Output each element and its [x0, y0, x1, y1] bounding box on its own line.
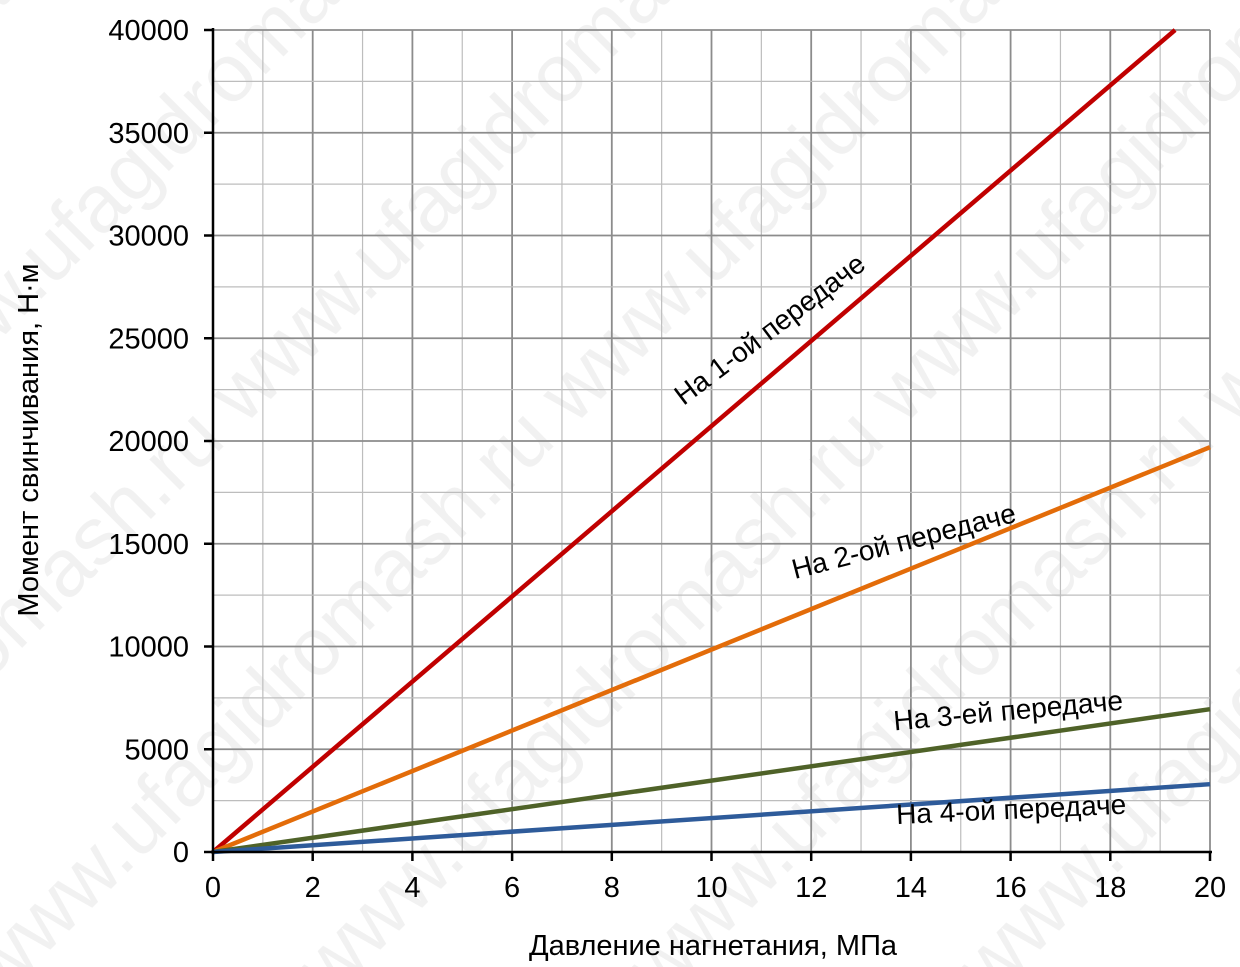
x-tick-label: 16	[994, 872, 1026, 904]
y-tick-label: 40000	[108, 15, 189, 47]
series-line-3	[212, 706, 1211, 855]
series-layer	[211, 28, 1211, 855]
axes	[204, 28, 1212, 861]
x-tick-label: 0	[205, 872, 221, 904]
series-line-2	[212, 445, 1211, 855]
x-tick-label: 18	[1094, 872, 1126, 904]
y-tick-label: 20000	[108, 426, 189, 458]
y-tick-label: 25000	[108, 323, 189, 355]
x-tick-label: 6	[504, 872, 520, 904]
x-tick-label: 14	[895, 872, 927, 904]
x-tick-label: 12	[795, 872, 827, 904]
series-line-1	[211, 28, 1177, 854]
y-tick-label: 10000	[108, 632, 189, 664]
y-tick-label: 35000	[108, 118, 189, 150]
x-tick-label: 20	[1194, 872, 1226, 904]
x-axis-label: Давление нагнетания, МПа	[529, 930, 898, 962]
y-tick-label: 30000	[108, 221, 189, 253]
x-tick-label: 2	[305, 872, 321, 904]
x-tick-label: 4	[404, 872, 420, 904]
y-tick-label: 5000	[124, 734, 189, 766]
y-tick-label: 0	[173, 837, 189, 869]
series-line-4	[212, 781, 1211, 855]
x-tick-label: 8	[604, 872, 620, 904]
tick-labels: 0 2 4 6 8 10 12 14 16 18 20 0 5000 10000 15000 20000 250…	[108, 15, 1226, 904]
y-tick-label: 15000	[108, 529, 189, 561]
y-axis-label: Момент свинчивания, Н·м	[13, 263, 45, 616]
x-tick-label: 10	[695, 872, 727, 904]
